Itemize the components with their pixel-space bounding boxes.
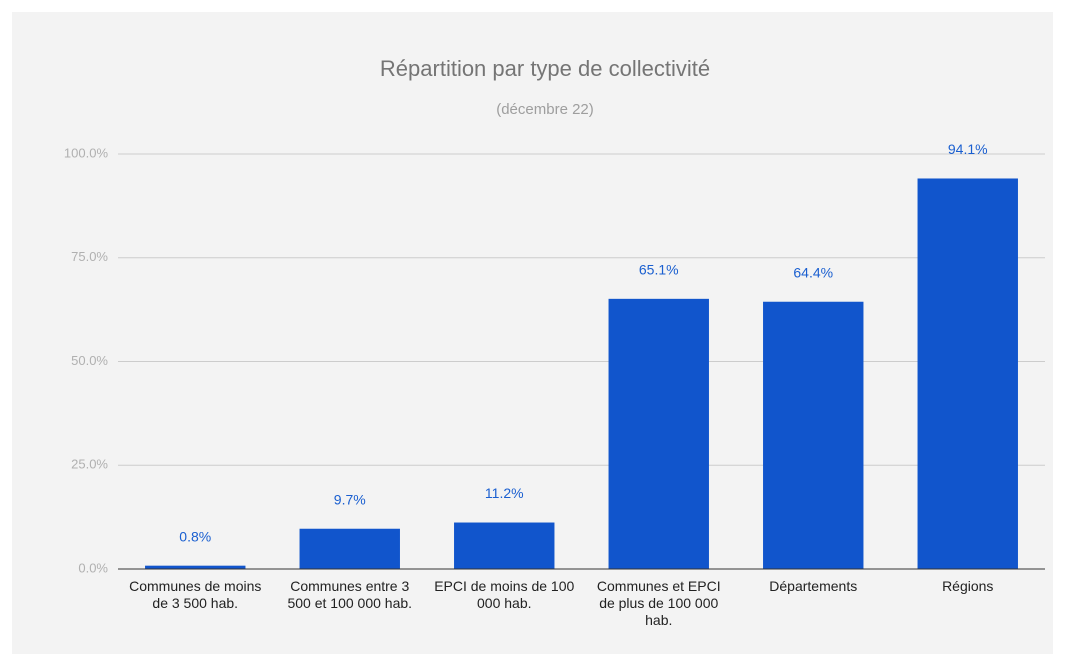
data-label: 9.7%: [334, 491, 366, 507]
data-label: 94.1%: [948, 141, 988, 157]
y-tick-label: 50.0%: [71, 353, 108, 368]
y-tick-label: 0.0%: [78, 560, 108, 575]
x-tick-label: Communes et EPCI de plus de 100 000 hab.: [596, 578, 721, 628]
bar: [299, 528, 400, 569]
data-label: 65.1%: [639, 262, 679, 278]
y-tick-label: 75.0%: [71, 249, 108, 264]
x-tick-label: Communes entre 3 500 et 100 000 hab.: [287, 578, 413, 611]
chart-subtitle: (décembre 22): [496, 101, 594, 118]
x-tick-label: Départements: [769, 578, 858, 594]
bar: [608, 298, 709, 569]
data-label: 64.4%: [793, 264, 833, 280]
data-label: 11.2%: [485, 485, 524, 501]
x-tick-label: Communes de moins de 3 500 hab.: [129, 578, 262, 611]
x-tick-label: EPCI de moins de 100 000 hab.: [434, 578, 575, 611]
bar: [763, 301, 864, 569]
chart-title: Répartition par type de collectivité: [380, 56, 710, 81]
x-tick-label: Régions: [942, 578, 994, 594]
y-tick-label: 100.0%: [64, 145, 109, 160]
bar: [145, 565, 246, 569]
data-label: 0.8%: [179, 528, 211, 544]
bar: [454, 522, 555, 569]
y-tick-label: 25.0%: [71, 457, 108, 472]
bar: [917, 178, 1018, 570]
